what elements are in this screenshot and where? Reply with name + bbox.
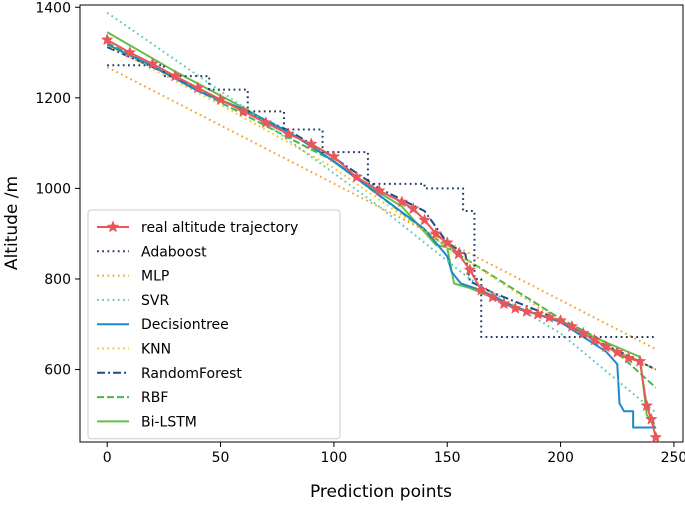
data-point-star bbox=[649, 430, 663, 443]
data-point-star bbox=[406, 202, 420, 215]
data-point-star bbox=[565, 319, 579, 332]
legend-label: Decisiontree bbox=[141, 317, 229, 333]
y-axis-ticks: 600 800 1000 1200 1400 bbox=[35, 0, 80, 379]
data-point-star bbox=[100, 33, 114, 46]
data-point-star bbox=[168, 69, 182, 82]
data-point-star bbox=[463, 263, 477, 276]
y-tick-label: 800 bbox=[44, 272, 71, 288]
data-point-star bbox=[520, 304, 533, 317]
x-axis-ticks: 0 50 100 150 200 250 bbox=[103, 442, 685, 466]
data-point-star bbox=[282, 127, 295, 140]
data-point-star bbox=[304, 137, 318, 150]
data-point-star bbox=[508, 301, 522, 314]
data-point-star bbox=[327, 150, 341, 163]
legend-label: real altitude trajectory bbox=[141, 220, 298, 236]
legend-star-marker bbox=[106, 220, 120, 233]
data-point-star bbox=[542, 310, 556, 323]
data-point-star bbox=[588, 333, 601, 346]
legend-label: Bi-LSTM bbox=[141, 414, 197, 430]
data-point-star bbox=[640, 399, 654, 412]
data-point-star bbox=[395, 195, 409, 208]
legend-label: MLP bbox=[141, 269, 169, 285]
data-point-star bbox=[599, 340, 613, 353]
data-point-star bbox=[214, 92, 227, 106]
data-point-star bbox=[486, 290, 499, 303]
data-point-star bbox=[554, 313, 567, 327]
data-point-star bbox=[497, 297, 511, 310]
series-line-adaboost bbox=[107, 64, 656, 338]
x-tick-label: 200 bbox=[547, 450, 574, 466]
data-point-star bbox=[531, 307, 545, 320]
series-line-mlp bbox=[106, 66, 657, 351]
data-point-star bbox=[191, 81, 205, 94]
data-point-star bbox=[418, 213, 431, 226]
legend-box bbox=[87, 209, 341, 440]
data-point-star bbox=[350, 170, 363, 183]
series-layer bbox=[100, 11, 663, 443]
data-point-star bbox=[123, 45, 137, 58]
data-point-star bbox=[610, 345, 624, 358]
legend-label: Adaboost bbox=[141, 244, 207, 260]
data-point-star bbox=[429, 227, 443, 240]
legend-label: KNN bbox=[141, 342, 171, 358]
x-tick-label: 250 bbox=[661, 450, 685, 466]
y-tick-label: 600 bbox=[44, 363, 71, 379]
data-point-star bbox=[633, 354, 647, 367]
data-point-star bbox=[452, 247, 465, 260]
x-tick-label: 0 bbox=[103, 450, 112, 466]
legend-label: RandomForest bbox=[141, 366, 242, 382]
data-point-star bbox=[440, 236, 454, 249]
data-point-star bbox=[622, 351, 635, 364]
legend-label: SVR bbox=[141, 293, 169, 309]
data-point-star bbox=[146, 57, 159, 70]
x-tick-label: 50 bbox=[212, 450, 230, 466]
legend: real altitude trajectory Adaboost MLP SVR De… bbox=[87, 209, 341, 440]
data-point-star bbox=[372, 183, 386, 197]
y-tick-label: 1200 bbox=[35, 91, 71, 107]
data-point-star bbox=[576, 326, 590, 339]
x-tick-label: 100 bbox=[321, 450, 348, 466]
data-point-star bbox=[474, 283, 488, 296]
y-tick-label: 1400 bbox=[35, 0, 71, 16]
data-point-star bbox=[236, 104, 250, 117]
data-point-star bbox=[644, 412, 658, 425]
legend-label: RBF bbox=[141, 390, 168, 406]
plot-frame bbox=[79, 4, 684, 443]
x-axis-label: Prediction points bbox=[310, 482, 452, 502]
x-tick-label: 150 bbox=[434, 450, 461, 466]
data-point-star bbox=[259, 116, 273, 129]
y-tick-label: 1000 bbox=[35, 181, 71, 197]
y-axis-label: Altitude /m bbox=[2, 176, 22, 270]
